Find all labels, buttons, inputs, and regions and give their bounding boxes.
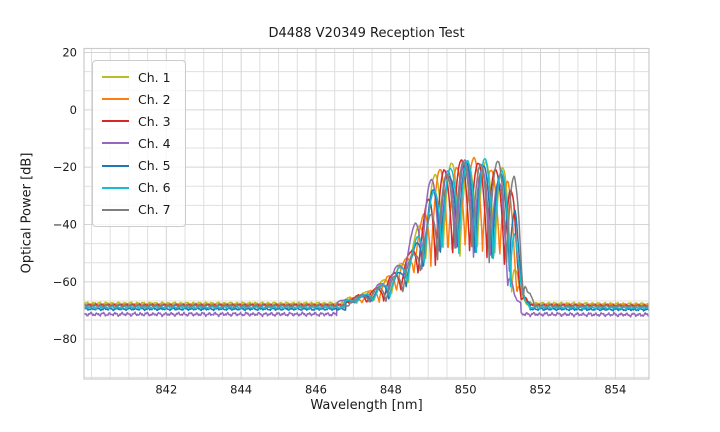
chart-title: D4488 V20349 Reception Test bbox=[268, 26, 465, 41]
x-axis-label: Wavelength [nm] bbox=[310, 398, 423, 413]
legend-line-icon bbox=[102, 76, 129, 79]
legend-line-icon bbox=[102, 208, 129, 211]
legend: Ch. 1 Ch. 2 Ch. 3 Ch. 4 Ch. 5 Ch. 6 Ch. 7 bbox=[92, 60, 186, 227]
legend-label: Ch. 5 bbox=[138, 158, 171, 174]
series-line-ch-6 bbox=[84, 157, 649, 310]
legend-item-5: Ch. 5 bbox=[102, 158, 176, 173]
y-axis-label: Optical Power [dB] bbox=[19, 152, 35, 274]
legend-item-2: Ch. 2 bbox=[102, 92, 176, 107]
legend-line-icon bbox=[102, 120, 129, 123]
legend-item-4: Ch. 4 bbox=[102, 136, 176, 151]
y-tick-label: −80 bbox=[53, 332, 77, 346]
legend-line-icon bbox=[102, 186, 129, 189]
legend-line-icon bbox=[102, 142, 129, 145]
x-tick-label: 846 bbox=[305, 383, 327, 397]
series-line-ch-7 bbox=[84, 160, 649, 308]
legend-label: Ch. 3 bbox=[138, 113, 171, 129]
legend-label: Ch. 7 bbox=[138, 202, 171, 218]
y-tick-label: −20 bbox=[53, 160, 77, 174]
plot-border bbox=[83, 47, 650, 380]
legend-item-7: Ch. 7 bbox=[102, 202, 176, 217]
grid-minor bbox=[84, 48, 649, 379]
legend-item-6: Ch. 6 bbox=[102, 180, 176, 195]
y-tick-label: 20 bbox=[62, 46, 77, 60]
x-tick-label: 854 bbox=[604, 383, 626, 397]
x-tick-label: 852 bbox=[530, 383, 552, 397]
legend-label: Ch. 6 bbox=[138, 180, 171, 196]
y-tick-labels: 20 0 −20 −40 −60 −80 bbox=[53, 46, 77, 347]
legend-item-1: Ch. 1 bbox=[102, 70, 176, 85]
x-tick-labels: 842 844 846 848 850 852 854 bbox=[155, 383, 626, 397]
x-tick-label: 844 bbox=[230, 383, 252, 397]
x-tick-label: 848 bbox=[380, 383, 402, 397]
y-tick-label: 0 bbox=[70, 103, 77, 117]
y-tick-label: −60 bbox=[53, 275, 77, 289]
y-tick-label: −40 bbox=[53, 217, 77, 231]
legend-label: Ch. 4 bbox=[138, 135, 171, 151]
legend-label: Ch. 1 bbox=[138, 69, 171, 85]
legend-line-icon bbox=[102, 164, 129, 167]
legend-label: Ch. 2 bbox=[138, 91, 171, 107]
series-lines bbox=[84, 156, 649, 318]
legend-line-icon bbox=[102, 98, 129, 101]
series-line-ch-1 bbox=[84, 161, 649, 306]
x-tick-label: 842 bbox=[155, 383, 177, 397]
x-tick-label: 850 bbox=[455, 383, 477, 397]
legend-item-3: Ch. 3 bbox=[102, 114, 176, 129]
series-line-ch-5 bbox=[84, 161, 649, 312]
